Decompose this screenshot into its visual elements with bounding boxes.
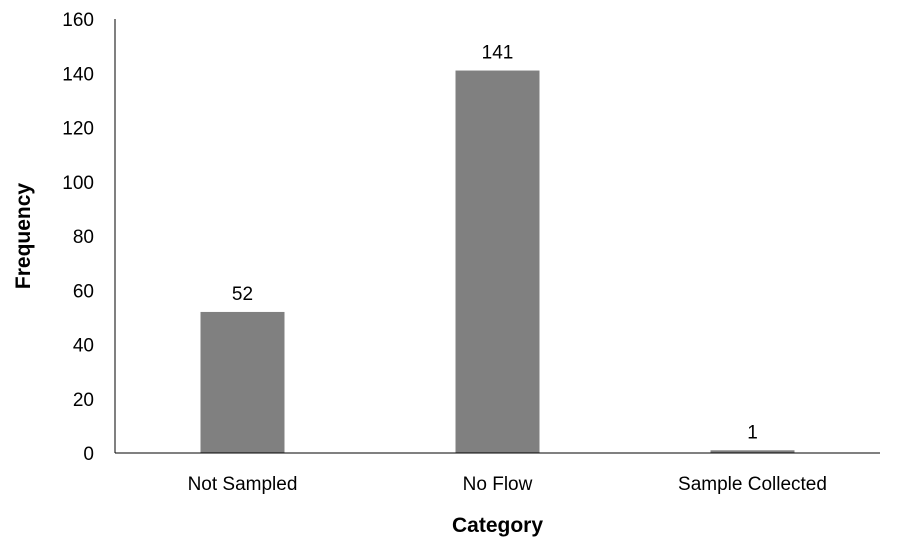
bar bbox=[200, 311, 285, 453]
y-tick-label: 120 bbox=[62, 119, 94, 140]
y-axis-ticks: 0 20 40 60 80 100 120 140 160 bbox=[62, 10, 94, 465]
bar bbox=[710, 450, 795, 453]
y-axis-title: Frequency bbox=[12, 183, 35, 290]
bar bbox=[455, 70, 540, 453]
x-category-label: Sample Collected bbox=[678, 474, 827, 495]
bar-value-label: 1 bbox=[747, 422, 758, 443]
y-tick-label: 40 bbox=[73, 336, 94, 357]
y-tick-label: 60 bbox=[73, 281, 94, 302]
y-tick-label: 100 bbox=[62, 173, 94, 194]
data-labels: 52 141 1 bbox=[232, 43, 758, 444]
y-tick-label: 140 bbox=[62, 64, 94, 85]
y-tick-label: 20 bbox=[73, 390, 94, 411]
y-tick-label: 80 bbox=[73, 227, 94, 248]
y-tick-label: 0 bbox=[83, 444, 94, 465]
x-axis-categories: Not Sampled No Flow Sample Collected bbox=[188, 474, 827, 495]
bar-value-label: 52 bbox=[232, 284, 253, 305]
x-axis-title: Category bbox=[452, 514, 543, 537]
y-tick-label: 160 bbox=[62, 10, 94, 31]
bar-value-label: 141 bbox=[482, 43, 514, 64]
x-category-label: No Flow bbox=[463, 474, 533, 495]
bars bbox=[200, 70, 795, 453]
x-category-label: Not Sampled bbox=[188, 474, 298, 495]
